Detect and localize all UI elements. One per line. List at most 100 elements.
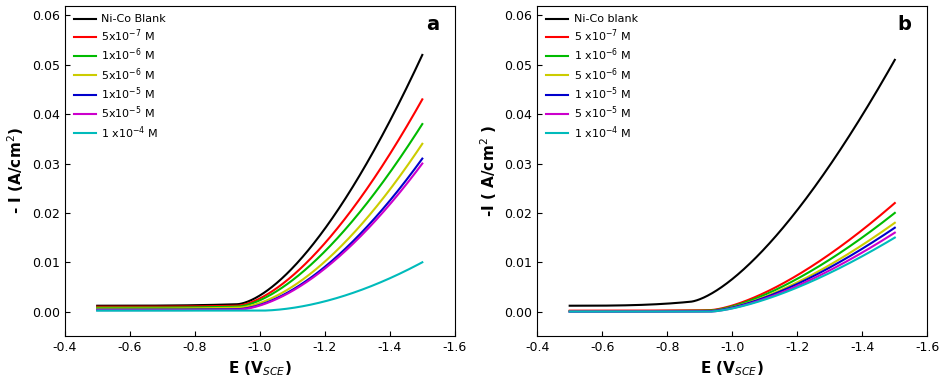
1 x10$^{-4}$ M — [365, 284, 377, 288]
5 x10$^{-6}$ M — [830, 259, 841, 263]
5 x10$^{-7}$ M — [690, 308, 701, 313]
5x10$^{-6}$ M — [92, 306, 103, 311]
5x10$^{-7}$ M — [101, 305, 112, 309]
1 x10$^{-4}$ M — [416, 260, 428, 265]
5x10$^{-6}$ M — [394, 175, 405, 179]
1 x10$^{-4}$ M — [888, 235, 900, 240]
5 x10$^{-5}$ M — [830, 265, 841, 269]
1 x10$^{-5}$ M — [564, 310, 575, 314]
Ni-Co blank — [564, 303, 575, 308]
5 x10$^{-7}$ M — [564, 308, 575, 313]
1 x10$^{-4}$ M — [396, 270, 408, 275]
5x10$^{-5}$ M — [218, 308, 229, 312]
1 x10$^{-4}$ M — [115, 308, 126, 313]
1 x10$^{-5}$ M — [866, 240, 877, 245]
5x10$^{-5}$ M — [111, 308, 123, 313]
1 x10$^{-4}$ M — [583, 310, 595, 314]
X-axis label: E (V$_{SCE}$): E (V$_{SCE}$) — [228, 360, 292, 379]
Line: 1 x10$^{-6}$ M: 1 x10$^{-6}$ M — [569, 213, 894, 311]
Line: 1 x10$^{-4}$ M: 1 x10$^{-4}$ M — [569, 238, 894, 312]
Line: 5x10$^{-5}$ M: 5x10$^{-5}$ M — [97, 164, 422, 310]
5x10$^{-6}$ M — [177, 306, 189, 311]
Text: a: a — [426, 15, 439, 35]
5 x10$^{-5}$ M — [564, 310, 575, 314]
1 x10$^{-4}$ M — [830, 267, 841, 272]
1 x10$^{-5}$ M — [573, 310, 584, 314]
1 x10$^{-4}$ M — [239, 308, 250, 313]
5 x10$^{-5}$ M — [888, 230, 900, 235]
5x10$^{-7}$ M — [394, 136, 405, 141]
1x10$^{-6}$ M — [218, 305, 229, 309]
1 x10$^{-5}$ M — [690, 309, 701, 314]
1 x10$^{-4}$ M — [866, 248, 877, 253]
5 x10$^{-5}$ M — [690, 310, 701, 314]
5x10$^{-7}$ M — [92, 305, 103, 309]
Line: 5 x10$^{-6}$ M: 5 x10$^{-6}$ M — [569, 223, 894, 311]
Line: Ni-Co blank: Ni-Co blank — [569, 60, 894, 306]
5 x10$^{-5}$ M — [649, 310, 661, 314]
5x10$^{-7}$ M — [218, 304, 229, 308]
5 x10$^{-6}$ M — [583, 309, 595, 313]
1 x10$^{-6}$ M — [866, 228, 877, 233]
1x10$^{-6}$ M — [101, 305, 112, 310]
5 x10$^{-6}$ M — [866, 237, 877, 241]
1 x10$^{-6}$ M — [649, 309, 661, 313]
Line: 5 x10$^{-7}$ M: 5 x10$^{-7}$ M — [569, 203, 894, 311]
Y-axis label: -I ( A/cm$^2$ ): -I ( A/cm$^2$ ) — [478, 125, 498, 217]
Ni-Co Blank — [394, 100, 405, 105]
5 x10$^{-7}$ M — [583, 308, 595, 313]
Line: 5x10$^{-6}$ M: 5x10$^{-6}$ M — [97, 144, 422, 309]
1 x10$^{-4}$ M — [690, 310, 701, 314]
1x10$^{-6}$ M — [416, 122, 428, 126]
Ni-Co blank — [888, 58, 900, 62]
1 x10$^{-4}$ M — [92, 308, 103, 313]
5x10$^{-6}$ M — [111, 306, 123, 311]
5x10$^{-5}$ M — [177, 308, 189, 312]
1x10$^{-6}$ M — [394, 157, 405, 161]
1 x10$^{-5}$ M — [888, 225, 900, 230]
5x10$^{-5}$ M — [416, 161, 428, 166]
5 x10$^{-6}$ M — [690, 309, 701, 313]
5 x10$^{-6}$ M — [888, 220, 900, 225]
1 x10$^{-6}$ M — [564, 309, 575, 313]
1 x10$^{-5}$ M — [583, 310, 595, 314]
Ni-Co blank — [673, 300, 684, 305]
5 x10$^{-5}$ M — [866, 245, 877, 249]
Legend: Ni-Co blank, 5 x10$^{-7}$ M, 1 x10$^{-6}$ M, 5 x10$^{-6}$ M, 1 x10$^{-5}$ M, 5 x: Ni-Co blank, 5 x10$^{-7}$ M, 1 x10$^{-6}… — [542, 11, 641, 144]
5x10$^{-7}$ M — [177, 304, 189, 309]
1 x10$^{-6}$ M — [573, 309, 584, 313]
Ni-Co Blank — [177, 303, 189, 308]
5x10$^{-5}$ M — [358, 231, 369, 235]
Ni-Co Blank — [358, 166, 369, 171]
Ni-Co Blank — [218, 302, 229, 307]
1x10$^{-5}$ M — [218, 307, 229, 311]
5 x10$^{-6}$ M — [573, 309, 584, 313]
Y-axis label: - I (A/cm$^2$): - I (A/cm$^2$) — [6, 127, 26, 214]
Line: 1 x10$^{-5}$ M: 1 x10$^{-5}$ M — [569, 228, 894, 312]
5x10$^{-7}$ M — [416, 97, 428, 102]
1x10$^{-6}$ M — [92, 305, 103, 310]
X-axis label: E (V$_{SCE}$): E (V$_{SCE}$) — [700, 360, 764, 379]
5 x10$^{-5}$ M — [583, 310, 595, 314]
5x10$^{-6}$ M — [358, 219, 369, 224]
Ni-Co blank — [637, 303, 649, 307]
Ni-Co blank — [823, 162, 834, 167]
1 x10$^{-4}$ M — [103, 308, 114, 313]
Line: 1 x10$^{-4}$ M: 1 x10$^{-4}$ M — [97, 262, 422, 311]
1 x10$^{-5}$ M — [830, 262, 841, 266]
Ni-Co Blank — [111, 303, 123, 308]
Line: 5x10$^{-7}$ M: 5x10$^{-7}$ M — [97, 99, 422, 307]
Text: b: b — [897, 15, 911, 35]
1x10$^{-5}$ M — [358, 228, 369, 232]
5 x10$^{-6}$ M — [649, 309, 661, 313]
5 x10$^{-7}$ M — [573, 308, 584, 313]
Ni-Co Blank — [92, 303, 103, 308]
Line: 1x10$^{-6}$ M: 1x10$^{-6}$ M — [97, 124, 422, 308]
5 x10$^{-5}$ M — [573, 310, 584, 314]
1x10$^{-6}$ M — [177, 305, 189, 310]
Ni-Co Blank — [101, 303, 112, 308]
1 x10$^{-5}$ M — [649, 309, 661, 314]
1x10$^{-6}$ M — [111, 305, 123, 310]
5x10$^{-6}$ M — [218, 306, 229, 310]
5 x10$^{-7}$ M — [866, 220, 877, 225]
